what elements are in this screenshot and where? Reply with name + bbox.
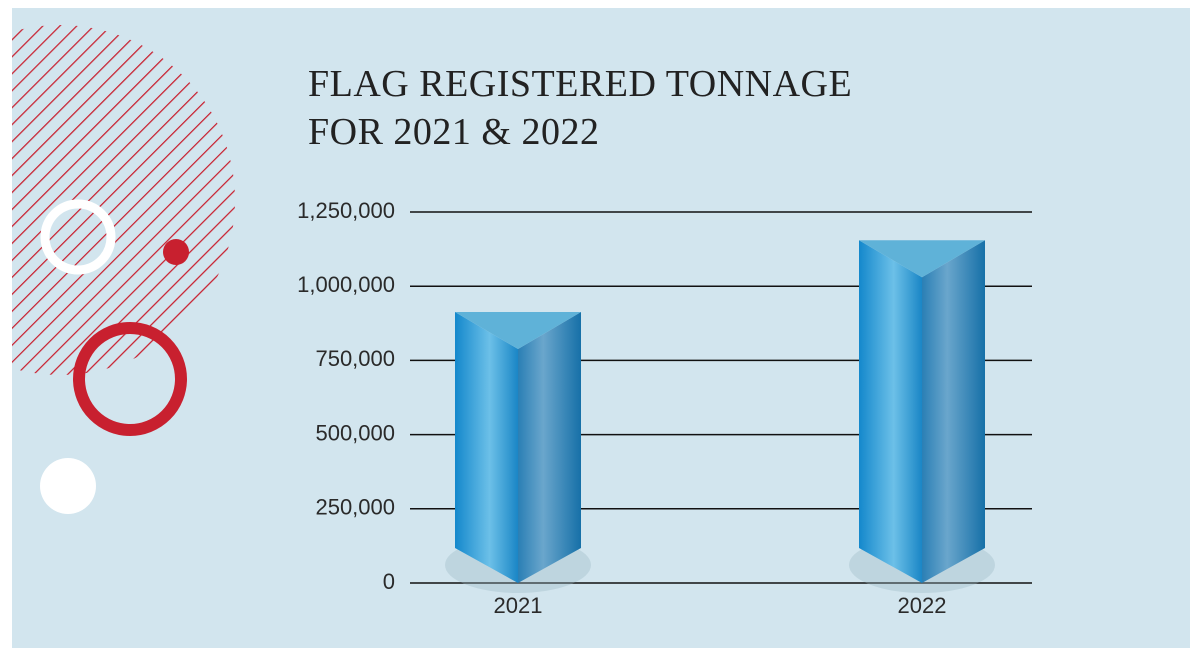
bar-right-face [518, 312, 581, 583]
y-tick-label: 750,000 [315, 346, 395, 371]
bar [849, 240, 995, 593]
red-dot [163, 239, 189, 265]
bar-top-face [859, 240, 985, 278]
bar [445, 312, 591, 593]
chart-title: FLAG REGISTERED TONNAGE FOR 2021 & 2022 [308, 63, 853, 153]
decoration [12, 25, 235, 514]
bar-left-face [859, 240, 922, 584]
y-tick-label: 500,000 [315, 420, 395, 445]
white-dot [40, 458, 96, 514]
x-tick-label: 2022 [898, 593, 947, 618]
x-tick-label: 2021 [494, 593, 543, 618]
hatched-circle [12, 25, 235, 375]
y-tick-label: 250,000 [315, 495, 395, 520]
bar-right-face [922, 240, 985, 584]
bar-top-face [455, 312, 581, 350]
y-tick-label: 1,250,000 [297, 198, 395, 223]
red-ring [73, 322, 187, 436]
y-tick-label: 1,000,000 [297, 272, 395, 297]
white-ring [40, 199, 116, 275]
bar-left-face [455, 312, 518, 583]
y-tick-label: 0 [383, 569, 395, 594]
